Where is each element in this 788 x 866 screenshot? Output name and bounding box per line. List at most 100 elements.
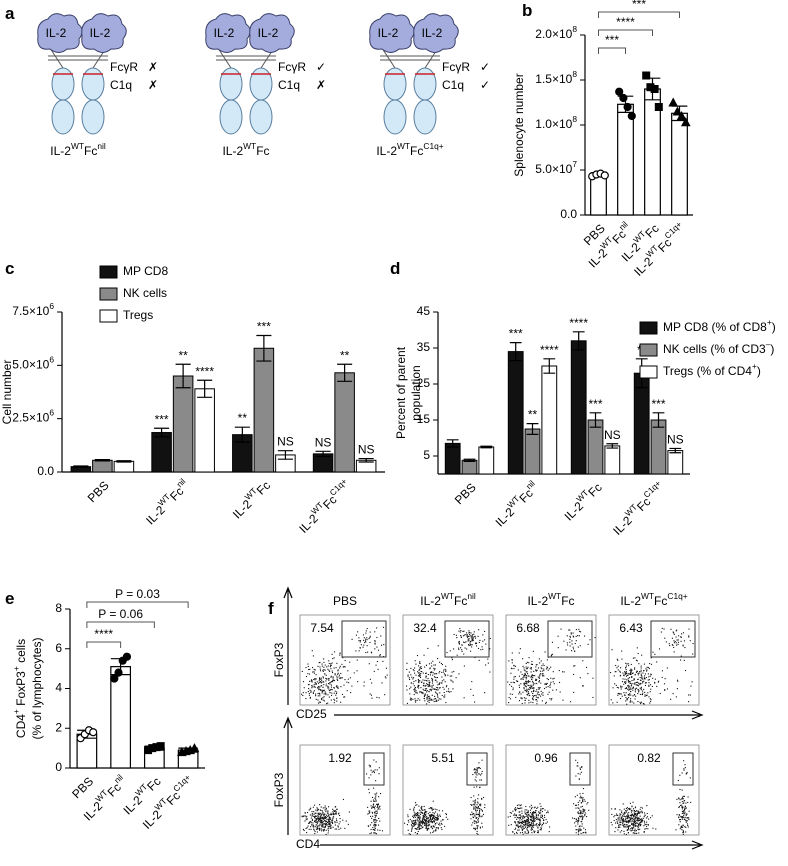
bar <box>605 446 620 474</box>
event-dot <box>432 675 433 676</box>
event-dot <box>618 827 619 828</box>
event-dot <box>520 808 521 809</box>
event-dot <box>454 634 455 635</box>
event-dot <box>446 686 447 687</box>
event-dot <box>437 814 438 815</box>
event-dot <box>552 654 553 655</box>
event-dot <box>419 810 420 811</box>
il2-label: IL-2 <box>422 26 443 40</box>
event-dot <box>582 816 583 817</box>
event-dot <box>418 831 419 832</box>
event-dot <box>414 667 415 668</box>
event-dot <box>625 672 626 673</box>
event-dot <box>325 811 326 812</box>
event-dot <box>634 818 635 819</box>
event-dot <box>371 805 372 806</box>
event-dot <box>415 813 416 814</box>
event-dot <box>627 675 628 676</box>
event-dot <box>337 680 338 681</box>
event-dot <box>464 642 465 643</box>
event-dot <box>682 797 683 798</box>
event-dot <box>655 679 656 680</box>
event-dot <box>453 648 454 649</box>
event-dot <box>633 825 634 826</box>
event-dot <box>641 674 642 675</box>
event-dot <box>305 815 306 816</box>
event-dot <box>445 671 446 672</box>
event-dot <box>642 681 643 682</box>
event-dot <box>379 655 380 656</box>
event-dot <box>369 792 370 793</box>
event-dot <box>682 827 683 828</box>
event-dot <box>624 816 625 817</box>
event-dot <box>382 830 383 831</box>
event-dot <box>536 824 537 825</box>
event-dot <box>648 673 649 674</box>
fc-domain <box>52 68 74 100</box>
event-dot <box>471 640 472 641</box>
event-dot <box>680 816 681 817</box>
event-dot <box>433 820 434 821</box>
event-dot <box>322 812 323 813</box>
event-dot <box>637 814 638 815</box>
event-dot <box>632 690 633 691</box>
event-dot <box>511 686 512 687</box>
event-dot <box>309 822 310 823</box>
event-dot <box>635 830 636 831</box>
event-dot <box>678 797 679 798</box>
event-dot <box>562 671 563 672</box>
event-dot <box>325 824 326 825</box>
event-dot <box>428 686 429 687</box>
event-dot <box>651 664 652 665</box>
event-dot <box>328 670 329 671</box>
event-dot <box>422 820 423 821</box>
event-dot <box>419 691 420 692</box>
event-dot <box>376 665 377 666</box>
event-dot <box>381 645 382 646</box>
event-dot <box>368 811 369 812</box>
event-dot <box>549 685 550 686</box>
event-dot <box>632 701 633 702</box>
event-dot <box>630 701 631 702</box>
event-dot <box>522 816 523 817</box>
event-dot <box>334 814 335 815</box>
event-dot <box>426 676 427 677</box>
event-dot <box>327 669 328 670</box>
bar <box>93 460 113 472</box>
event-dot <box>523 821 524 822</box>
event-dot <box>307 827 308 828</box>
event-dot <box>374 827 375 828</box>
event-dot <box>336 686 337 687</box>
event-dot <box>334 821 335 822</box>
x-tick-label: IL-2WTFcnil <box>141 476 192 527</box>
event-dot <box>580 631 581 632</box>
event-dot <box>531 823 532 824</box>
event-dot <box>462 631 463 632</box>
event-dot <box>625 819 626 820</box>
event-dot <box>684 809 685 810</box>
event-dot <box>329 692 330 693</box>
event-dot <box>620 820 621 821</box>
event-dot <box>416 813 417 814</box>
event-dot <box>626 692 627 693</box>
receptor-label: FcγR <box>442 60 470 74</box>
event-dot <box>306 819 307 820</box>
event-dot <box>633 687 634 688</box>
event-dot <box>384 694 385 695</box>
event-dot <box>524 669 525 670</box>
event-dot <box>475 636 476 637</box>
event-dot <box>469 643 470 644</box>
event-dot <box>328 806 329 807</box>
event-dot <box>308 684 309 685</box>
event-dot <box>683 768 684 769</box>
event-dot <box>328 689 329 690</box>
event-dot <box>685 827 686 828</box>
event-dot <box>585 812 586 813</box>
event-dot <box>326 808 327 809</box>
event-dot <box>424 816 425 817</box>
event-dot <box>474 769 475 770</box>
event-dot <box>679 819 680 820</box>
event-dot <box>473 795 474 796</box>
event-dot <box>513 668 514 669</box>
significance-label: **** <box>94 627 113 641</box>
